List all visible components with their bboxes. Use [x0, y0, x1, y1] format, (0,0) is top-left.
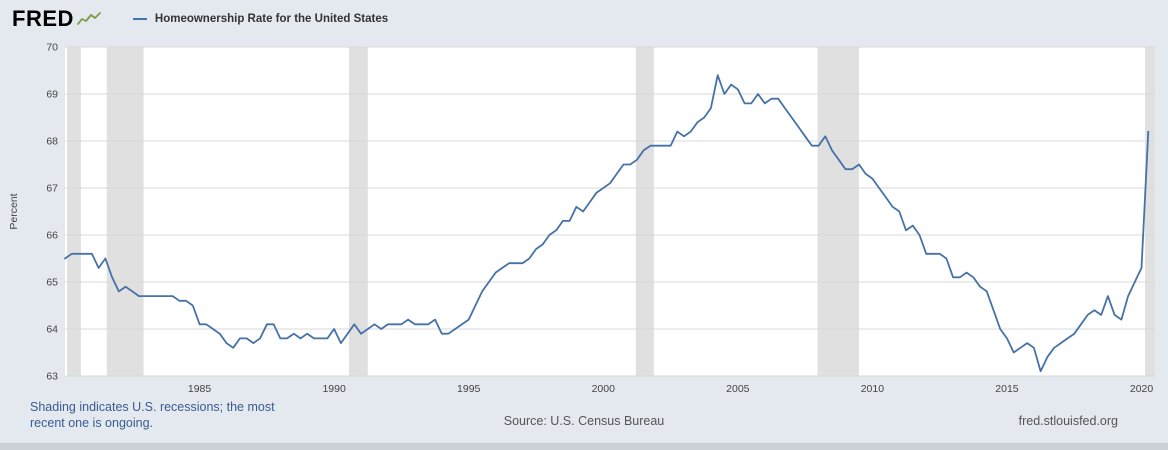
recession-note-line1: Shading indicates U.S. recessions; the m… [30, 400, 275, 414]
svg-text:2010: 2010 [861, 383, 885, 395]
svg-text:Percent: Percent [8, 193, 20, 229]
svg-text:69: 69 [46, 89, 58, 101]
chart-header: FRED Homeownership Rate for the United S… [0, 0, 1168, 38]
fred-logo[interactable]: FRED [12, 7, 101, 31]
fred-logo-squiggle-icon [76, 11, 101, 31]
svg-text:1990: 1990 [322, 383, 346, 395]
series-title: Homeownership Rate for the United States [154, 13, 389, 25]
svg-text:66: 66 [46, 230, 58, 242]
svg-text:64: 64 [46, 324, 58, 336]
horizontal-scrollbar[interactable] [0, 443, 1168, 450]
recession-note-line2: recent one is ongoing. [30, 416, 154, 430]
svg-text:2015: 2015 [995, 383, 1019, 395]
svg-text:68: 68 [46, 136, 58, 148]
svg-text:65: 65 [46, 277, 58, 289]
svg-text:1995: 1995 [457, 383, 481, 395]
recession-note: Shading indicates U.S. recessions; the m… [30, 399, 275, 431]
svg-text:70: 70 [46, 42, 58, 54]
legend-line-swatch [132, 18, 147, 20]
fred-logo-text: FRED [12, 6, 74, 31]
svg-text:2000: 2000 [592, 383, 616, 395]
svg-text:63: 63 [46, 371, 58, 383]
series-legend: Homeownership Rate for the United States [132, 13, 389, 25]
fred-site-link[interactable]: fred.stlouisfed.org [1018, 414, 1118, 428]
svg-text:67: 67 [46, 183, 58, 195]
svg-text:2020: 2020 [1130, 383, 1154, 395]
svg-text:1985: 1985 [188, 383, 212, 395]
source-attribution: Source: U.S. Census Bureau [503, 414, 665, 428]
svg-text:2005: 2005 [726, 383, 750, 395]
